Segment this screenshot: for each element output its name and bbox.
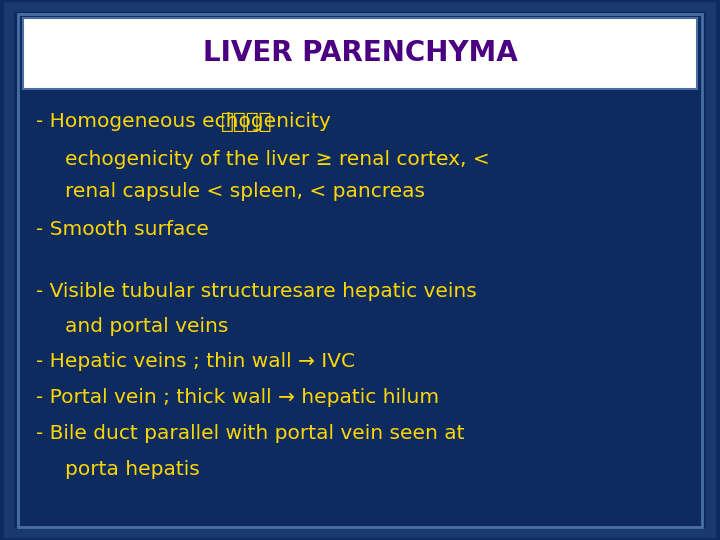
FancyBboxPatch shape [23, 18, 697, 89]
Text: - Homogeneous echogenicity: - Homogeneous echogenicity [36, 112, 337, 131]
Text: - Portal vein ; thick wall → hepatic hilum: - Portal vein ; thick wall → hepatic hil… [36, 388, 439, 408]
Text: - Visible tubular structuresare hepatic veins: - Visible tubular structuresare hepatic … [36, 282, 477, 301]
Text: and portal veins: and portal veins [65, 317, 228, 336]
FancyBboxPatch shape [9, 7, 711, 533]
Text: - Hepatic veins ; thin wall → IVC: - Hepatic veins ; thin wall → IVC [36, 352, 355, 372]
Text: echogenicity of the liver ≥ renal cortex, <: echogenicity of the liver ≥ renal cortex… [65, 150, 490, 169]
Text: โดยท: โดยท [220, 111, 272, 132]
Text: - Smooth surface: - Smooth surface [36, 220, 209, 239]
Text: - Bile duct parallel with portal vein seen at: - Bile duct parallel with portal vein se… [36, 424, 464, 443]
Text: renal capsule < spleen, < pancreas: renal capsule < spleen, < pancreas [65, 182, 425, 201]
Text: LIVER PARENCHYMA: LIVER PARENCHYMA [202, 39, 518, 68]
Text: porta hepatis: porta hepatis [65, 460, 199, 480]
